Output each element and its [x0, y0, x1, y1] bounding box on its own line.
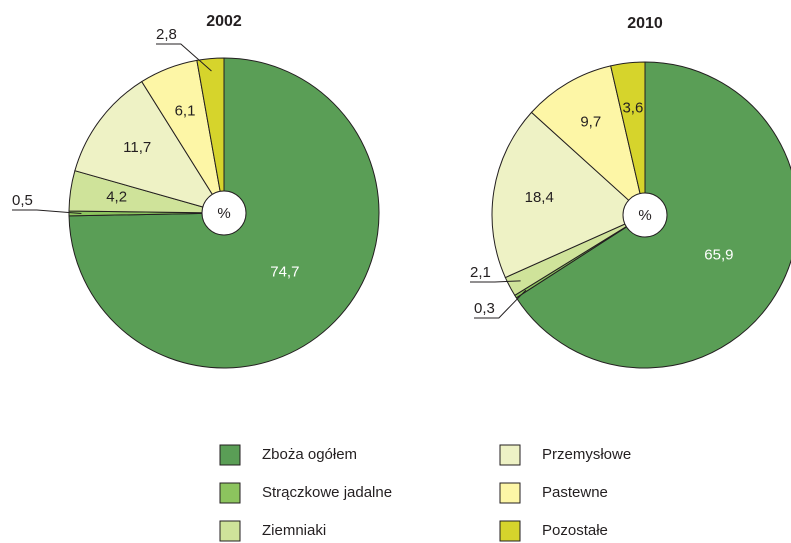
value-label: 11,7	[123, 139, 151, 156]
leader-line	[156, 43, 212, 72]
leader-line	[470, 280, 521, 283]
center-circle	[622, 192, 668, 238]
legend-label: Przemysłowe	[542, 446, 631, 463]
chart-title: 2002	[206, 13, 242, 30]
legend-swatch	[219, 482, 241, 504]
legend-swatch	[219, 444, 241, 466]
pie-slice	[610, 61, 646, 216]
value-label: 18,4	[525, 189, 554, 206]
legend-swatch	[499, 520, 521, 542]
value-label: 6,1	[175, 103, 196, 120]
pie-slice	[74, 80, 226, 214]
legend-label: Pozostałe	[542, 522, 608, 539]
center-label: %	[217, 205, 230, 222]
value-label: 3,6	[622, 100, 643, 117]
center-circle	[201, 190, 247, 236]
value-label: 2,8	[156, 26, 177, 43]
legend-label: Strączkowe jadalne	[262, 484, 392, 501]
value-label: 0,5	[12, 192, 33, 209]
legend-label: Pastewne	[542, 484, 608, 501]
leader-line	[474, 289, 527, 319]
center-label: %	[638, 207, 651, 224]
chart-title: 2010	[627, 15, 663, 32]
pie-slice	[530, 65, 646, 217]
value-label: 4,2	[106, 188, 127, 205]
value-label: 0,3	[474, 300, 495, 317]
value-label: 9,7	[580, 114, 601, 131]
legend-swatch	[499, 482, 521, 504]
value-label: 2,1	[470, 264, 491, 281]
leader-line	[12, 209, 82, 214]
pie-slice	[491, 111, 646, 279]
legend-swatch	[219, 520, 241, 542]
pie-slice	[196, 57, 225, 214]
legend-label: Ziemniaki	[262, 522, 326, 539]
legend-label: Zboża ogółem	[262, 446, 357, 463]
value-label: 65,9	[704, 246, 733, 263]
legend-swatch	[499, 444, 521, 466]
value-label: 74,7	[270, 264, 299, 281]
